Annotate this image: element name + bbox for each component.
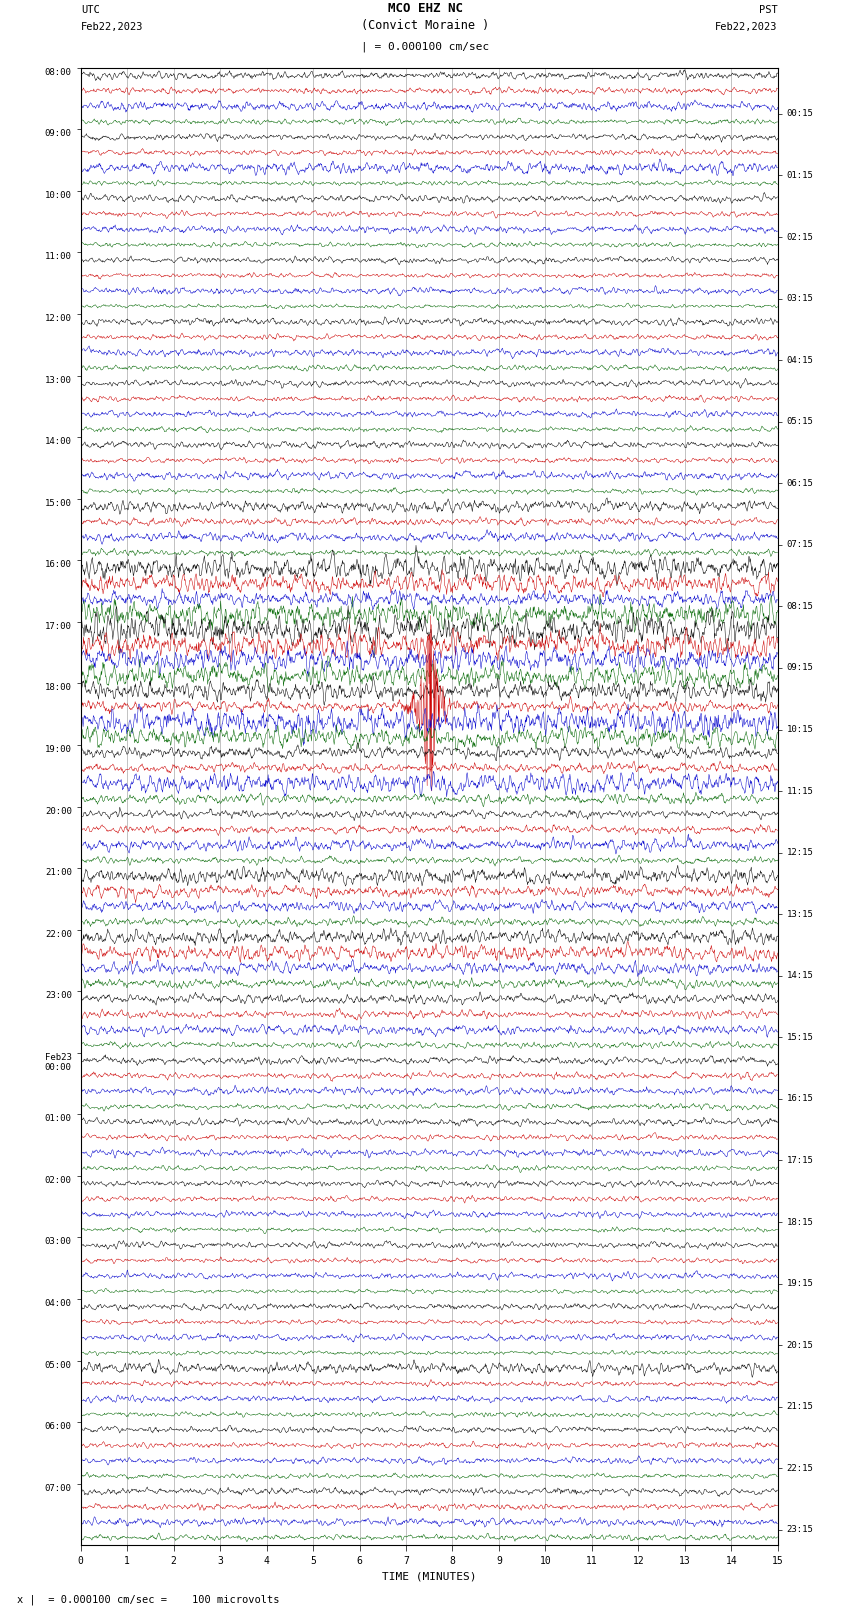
- Text: Feb22,2023: Feb22,2023: [81, 23, 144, 32]
- Text: (Convict Moraine ): (Convict Moraine ): [361, 19, 489, 32]
- Text: MCO EHZ NC: MCO EHZ NC: [388, 2, 462, 15]
- Text: x |  = 0.000100 cm/sec =    100 microvolts: x | = 0.000100 cm/sec = 100 microvolts: [17, 1594, 280, 1605]
- Text: UTC: UTC: [81, 5, 99, 15]
- Text: PST: PST: [759, 5, 778, 15]
- Text: Feb22,2023: Feb22,2023: [715, 23, 778, 32]
- X-axis label: TIME (MINUTES): TIME (MINUTES): [382, 1571, 477, 1581]
- Text: | = 0.000100 cm/sec: | = 0.000100 cm/sec: [361, 40, 489, 52]
